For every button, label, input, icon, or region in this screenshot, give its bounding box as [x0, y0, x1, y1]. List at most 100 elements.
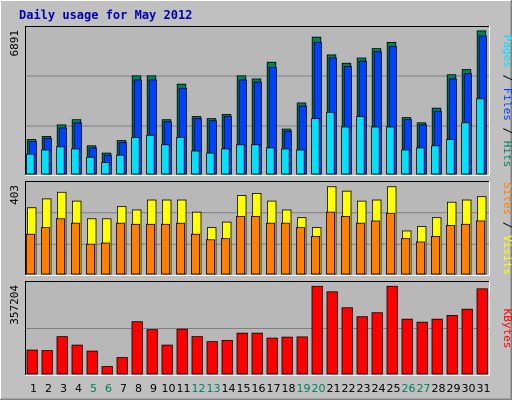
visits-sites-sites-bar-22: [340, 216, 350, 275]
x-tick-label-31: 31: [477, 382, 491, 395]
hits-files-pages-pages-bar-16: [251, 144, 260, 175]
x-tick-label-27: 27: [417, 382, 431, 395]
kbytes-kbytes-bar-23: [356, 316, 368, 375]
visits-sites-sites-bar-15: [235, 216, 245, 275]
x-tick-label-14: 14: [222, 382, 236, 395]
hits-files-pages-pages-bar-4: [71, 148, 80, 175]
hits-files-pages-side-label-part-2: Files: [501, 88, 512, 121]
hits-files-pages-pages-bar-7: [116, 154, 125, 175]
kbytes-kbytes-bar-1: [26, 349, 38, 375]
kbytes-kbytes-bar-9: [146, 329, 158, 375]
visits-sites-sites-bar-10: [160, 223, 170, 275]
hits-files-pages-pages-bar-20: [311, 118, 320, 175]
visits-sites-side-label-part-0: Sites: [501, 182, 512, 215]
kbytes-kbytes-bar-29: [446, 315, 458, 375]
hits-files-pages-pages-bar-3: [56, 146, 65, 175]
visits-sites-sites-bar-21: [325, 211, 335, 275]
kbytes-kbytes-bar-8: [131, 321, 143, 375]
visits-sites-panel: 403 Sites / Visits: [8, 181, 512, 276]
hits-files-pages-pages-bar-19: [296, 149, 305, 175]
visits-sites-ymax-label: 403: [8, 185, 21, 205]
kbytes-kbytes-bar-16: [251, 332, 263, 375]
kbytes-kbytes-bar-14: [221, 339, 233, 375]
x-tick-label-20: 20: [312, 382, 326, 395]
x-tick-label-30: 30: [462, 382, 476, 395]
visits-sites-sites-bar-5: [86, 243, 96, 275]
visits-sites-side-label-part-1: /: [501, 215, 512, 235]
x-tick-label-10: 10: [162, 382, 176, 395]
kbytes-kbytes-bar-24: [371, 312, 383, 375]
hits-files-pages-side-label-part-3: /: [501, 121, 512, 141]
hits-files-pages-pages-bar-29: [446, 139, 455, 175]
hits-files-pages-pages-bar-8: [131, 137, 140, 175]
hits-files-pages-side-label: Pages / Files / Hits: [501, 35, 512, 168]
x-tick-label-15: 15: [237, 382, 251, 395]
visits-sites-sites-bar-27: [415, 241, 425, 275]
hits-files-pages-side-label-part-0: Pages: [501, 35, 512, 68]
x-tick-label-18: 18: [282, 382, 296, 395]
hits-files-pages-pages-bar-22: [341, 126, 350, 175]
x-tick-label-23: 23: [357, 382, 371, 395]
visits-sites-sites-bar-11: [175, 222, 185, 275]
visits-sites-sites-bar-25: [385, 212, 395, 275]
kbytes-kbytes-bar-2: [41, 350, 53, 375]
visits-sites-sites-bar-4: [71, 222, 81, 275]
kbytes-kbytes-bar-28: [431, 318, 443, 375]
x-tick-label-12: 12: [192, 382, 206, 395]
hits-files-pages-pages-bar-25: [386, 126, 395, 175]
hits-files-pages-pages-bar-31: [476, 98, 485, 175]
hits-files-pages-pages-bar-1: [26, 153, 35, 175]
visits-sites-sites-bar-9: [145, 223, 155, 275]
kbytes-kbytes-bar-27: [416, 321, 428, 375]
hits-files-pages-pages-bar-21: [326, 111, 335, 175]
hits-files-pages-pages-bar-17: [266, 147, 275, 175]
x-tick-label-8: 8: [135, 382, 142, 395]
kbytes-kbytes-bar-17: [266, 337, 278, 375]
hits-files-pages-panel: 6891 Pages / Files / Hits: [8, 26, 512, 176]
visits-sites-sites-bar-6: [101, 242, 111, 275]
visits-sites-sites-bar-16: [250, 216, 260, 275]
kbytes-kbytes-bar-6: [101, 366, 113, 375]
kbytes-kbytes-bar-26: [401, 318, 413, 375]
chart-panels: 6891 Pages / Files / Hits 403 Sites / Visit…: [8, 26, 512, 376]
x-tick-label-19: 19: [297, 382, 311, 395]
kbytes-side-label: KBytes: [501, 309, 512, 349]
hits-files-pages-ymax-label: 6891: [8, 30, 21, 57]
kbytes-kbytes-bar-11: [176, 328, 188, 375]
kbytes-kbytes-bar-19: [296, 336, 308, 375]
visits-sites-sites-bar-7: [116, 222, 126, 275]
visits-sites-sites-bar-31: [475, 220, 485, 275]
hits-files-pages-pages-bar-11: [176, 137, 185, 175]
x-tick-label-1: 1: [30, 382, 37, 395]
kbytes-kbytes-bar-30: [461, 308, 473, 375]
hits-files-pages-side-label-part-1: /: [501, 68, 512, 88]
hits-files-pages-pages-bar-12: [191, 150, 200, 175]
x-tick-label-21: 21: [327, 382, 341, 395]
x-tick-label-25: 25: [387, 382, 401, 395]
visits-sites-sites-bar-19: [295, 227, 305, 275]
x-tick-label-16: 16: [252, 382, 266, 395]
chart-title: Daily usage for May 2012: [19, 8, 192, 22]
visits-sites-sites-bar-14: [220, 238, 230, 275]
x-tick-label-13: 13: [207, 382, 221, 395]
hits-files-pages-pages-bar-14: [221, 148, 230, 175]
hits-files-pages-pages-bar-5: [86, 156, 95, 175]
kbytes-kbytes-bar-7: [116, 357, 128, 375]
kbytes-kbytes-bar-21: [326, 291, 338, 375]
kbytes-panel: 357204 KBytes: [8, 281, 512, 376]
x-tick-label-6: 6: [105, 382, 112, 395]
visits-sites-sites-bar-8: [130, 223, 140, 275]
x-tick-label-28: 28: [432, 382, 446, 395]
visits-sites-sites-bar-1: [25, 233, 35, 275]
kbytes-kbytes-bar-15: [236, 332, 248, 375]
visits-sites-sites-bar-28: [430, 236, 440, 275]
hits-files-pages-pages-bar-6: [101, 162, 110, 175]
hits-files-pages-pages-bar-10: [161, 144, 170, 175]
visits-sites-side-label-part-2: Visits: [501, 235, 512, 275]
kbytes-kbytes-bar-3: [56, 336, 68, 375]
x-tick-label-24: 24: [372, 382, 386, 395]
hits-files-pages-pages-bar-30: [461, 122, 470, 175]
x-tick-label-22: 22: [342, 382, 356, 395]
x-tick-label-26: 26: [402, 382, 416, 395]
